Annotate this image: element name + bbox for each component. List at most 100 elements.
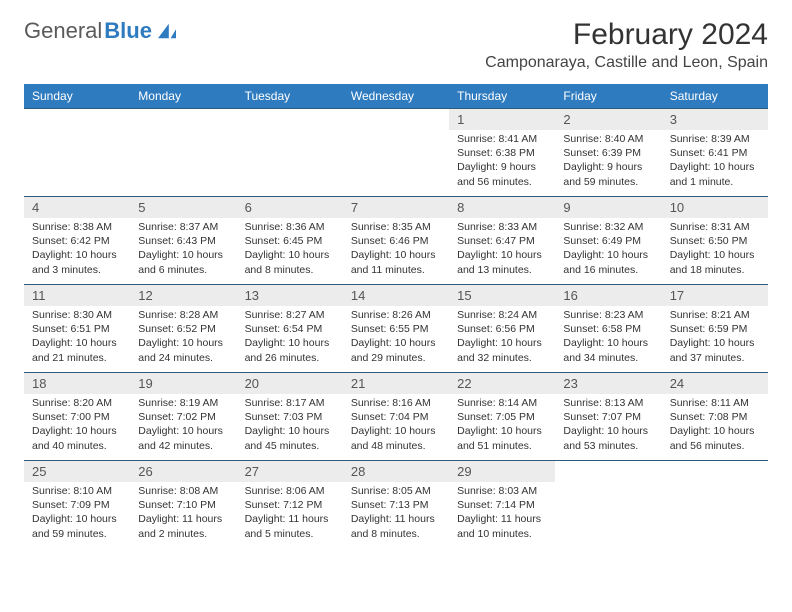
calendar-page: GeneralBlue February 2024 Camponaraya, C…: [0, 0, 792, 567]
daylight-text-1: Daylight: 9 hours: [563, 160, 653, 174]
calendar-cell: 27Sunrise: 8:06 AMSunset: 7:12 PMDayligh…: [237, 461, 343, 549]
daylight-text-1: Daylight: 10 hours: [245, 424, 335, 438]
sunset-text: Sunset: 6:41 PM: [670, 146, 760, 160]
brand-name-1: General: [24, 18, 102, 44]
daylight-text-2: and 13 minutes.: [457, 263, 547, 277]
sunset-text: Sunset: 6:50 PM: [670, 234, 760, 248]
calendar-cell: 19Sunrise: 8:19 AMSunset: 7:02 PMDayligh…: [130, 373, 236, 461]
day-number: 3: [662, 109, 768, 130]
weekday-header: Thursday: [449, 84, 555, 109]
calendar-header-row: SundayMondayTuesdayWednesdayThursdayFrid…: [24, 84, 768, 109]
day-number: 12: [130, 285, 236, 306]
sunrise-text: Sunrise: 8:38 AM: [32, 220, 122, 234]
day-number: 2: [555, 109, 661, 130]
calendar-cell: 15Sunrise: 8:24 AMSunset: 6:56 PMDayligh…: [449, 285, 555, 373]
calendar-cell: 8Sunrise: 8:33 AMSunset: 6:47 PMDaylight…: [449, 197, 555, 285]
day-number: 5: [130, 197, 236, 218]
daylight-text-1: Daylight: 10 hours: [138, 248, 228, 262]
day-content: Sunrise: 8:23 AMSunset: 6:58 PMDaylight:…: [555, 306, 661, 369]
daylight-text-1: Daylight: 10 hours: [245, 336, 335, 350]
day-content: Sunrise: 8:11 AMSunset: 7:08 PMDaylight:…: [662, 394, 768, 457]
sunset-text: Sunset: 7:07 PM: [563, 410, 653, 424]
daylight-text-2: and 11 minutes.: [351, 263, 441, 277]
daylight-text-2: and 32 minutes.: [457, 351, 547, 365]
day-content: Sunrise: 8:33 AMSunset: 6:47 PMDaylight:…: [449, 218, 555, 281]
day-content: Sunrise: 8:26 AMSunset: 6:55 PMDaylight:…: [343, 306, 449, 369]
sunset-text: Sunset: 6:47 PM: [457, 234, 547, 248]
daylight-text-1: Daylight: 10 hours: [670, 160, 760, 174]
day-content: Sunrise: 8:06 AMSunset: 7:12 PMDaylight:…: [237, 482, 343, 545]
day-content: Sunrise: 8:21 AMSunset: 6:59 PMDaylight:…: [662, 306, 768, 369]
daylight-text-2: and 53 minutes.: [563, 439, 653, 453]
header: GeneralBlue February 2024 Camponaraya, C…: [24, 18, 768, 72]
day-content: Sunrise: 8:28 AMSunset: 6:52 PMDaylight:…: [130, 306, 236, 369]
calendar-body: 1Sunrise: 8:41 AMSunset: 6:38 PMDaylight…: [24, 109, 768, 549]
daylight-text-1: Daylight: 10 hours: [457, 424, 547, 438]
sunset-text: Sunset: 6:46 PM: [351, 234, 441, 248]
sunset-text: Sunset: 6:55 PM: [351, 322, 441, 336]
sunset-text: Sunset: 7:12 PM: [245, 498, 335, 512]
sunrise-text: Sunrise: 8:21 AM: [670, 308, 760, 322]
day-number: 18: [24, 373, 130, 394]
day-content: Sunrise: 8:40 AMSunset: 6:39 PMDaylight:…: [555, 130, 661, 193]
calendar-cell: 17Sunrise: 8:21 AMSunset: 6:59 PMDayligh…: [662, 285, 768, 373]
calendar-cell: 7Sunrise: 8:35 AMSunset: 6:46 PMDaylight…: [343, 197, 449, 285]
daylight-text-1: Daylight: 10 hours: [457, 336, 547, 350]
day-number: 14: [343, 285, 449, 306]
sunset-text: Sunset: 7:04 PM: [351, 410, 441, 424]
day-number: 6: [237, 197, 343, 218]
day-number: 23: [555, 373, 661, 394]
day-content: Sunrise: 8:30 AMSunset: 6:51 PMDaylight:…: [24, 306, 130, 369]
calendar-cell: [343, 109, 449, 197]
sunset-text: Sunset: 6:54 PM: [245, 322, 335, 336]
calendar-cell: 21Sunrise: 8:16 AMSunset: 7:04 PMDayligh…: [343, 373, 449, 461]
day-content: Sunrise: 8:31 AMSunset: 6:50 PMDaylight:…: [662, 218, 768, 281]
sunset-text: Sunset: 7:14 PM: [457, 498, 547, 512]
calendar-cell: 9Sunrise: 8:32 AMSunset: 6:49 PMDaylight…: [555, 197, 661, 285]
day-number: 15: [449, 285, 555, 306]
day-content: Sunrise: 8:36 AMSunset: 6:45 PMDaylight:…: [237, 218, 343, 281]
sunrise-text: Sunrise: 8:03 AM: [457, 484, 547, 498]
daylight-text-2: and 59 minutes.: [563, 175, 653, 189]
day-content: Sunrise: 8:41 AMSunset: 6:38 PMDaylight:…: [449, 130, 555, 193]
sunrise-text: Sunrise: 8:11 AM: [670, 396, 760, 410]
calendar-week-row: 11Sunrise: 8:30 AMSunset: 6:51 PMDayligh…: [24, 285, 768, 373]
sunrise-text: Sunrise: 8:31 AM: [670, 220, 760, 234]
calendar-cell: 20Sunrise: 8:17 AMSunset: 7:03 PMDayligh…: [237, 373, 343, 461]
daylight-text-2: and 56 minutes.: [457, 175, 547, 189]
sunrise-text: Sunrise: 8:08 AM: [138, 484, 228, 498]
month-title: February 2024: [485, 18, 768, 52]
day-number: 10: [662, 197, 768, 218]
daylight-text-1: Daylight: 10 hours: [670, 248, 760, 262]
day-number: 8: [449, 197, 555, 218]
sunset-text: Sunset: 7:09 PM: [32, 498, 122, 512]
daylight-text-2: and 2 minutes.: [138, 527, 228, 541]
sunset-text: Sunset: 6:59 PM: [670, 322, 760, 336]
daylight-text-2: and 48 minutes.: [351, 439, 441, 453]
daylight-text-2: and 6 minutes.: [138, 263, 228, 277]
sunrise-text: Sunrise: 8:13 AM: [563, 396, 653, 410]
daylight-text-1: Daylight: 9 hours: [457, 160, 547, 174]
day-number: 9: [555, 197, 661, 218]
day-number: 1: [449, 109, 555, 130]
calendar-cell: [130, 109, 236, 197]
daylight-text-1: Daylight: 11 hours: [457, 512, 547, 526]
calendar-cell: 4Sunrise: 8:38 AMSunset: 6:42 PMDaylight…: [24, 197, 130, 285]
day-content: Sunrise: 8:24 AMSunset: 6:56 PMDaylight:…: [449, 306, 555, 369]
sunrise-text: Sunrise: 8:06 AM: [245, 484, 335, 498]
day-number: 21: [343, 373, 449, 394]
day-content: Sunrise: 8:08 AMSunset: 7:10 PMDaylight:…: [130, 482, 236, 545]
daylight-text-2: and 1 minute.: [670, 175, 760, 189]
daylight-text-1: Daylight: 10 hours: [138, 336, 228, 350]
sunrise-text: Sunrise: 8:14 AM: [457, 396, 547, 410]
day-content: Sunrise: 8:32 AMSunset: 6:49 PMDaylight:…: [555, 218, 661, 281]
calendar-cell: [24, 109, 130, 197]
calendar-cell: 1Sunrise: 8:41 AMSunset: 6:38 PMDaylight…: [449, 109, 555, 197]
daylight-text-2: and 42 minutes.: [138, 439, 228, 453]
day-content: Sunrise: 8:27 AMSunset: 6:54 PMDaylight:…: [237, 306, 343, 369]
day-content: Sunrise: 8:39 AMSunset: 6:41 PMDaylight:…: [662, 130, 768, 193]
brand-name-2: Blue: [104, 18, 152, 44]
day-number: 20: [237, 373, 343, 394]
calendar-week-row: 4Sunrise: 8:38 AMSunset: 6:42 PMDaylight…: [24, 197, 768, 285]
calendar-cell: 18Sunrise: 8:20 AMSunset: 7:00 PMDayligh…: [24, 373, 130, 461]
